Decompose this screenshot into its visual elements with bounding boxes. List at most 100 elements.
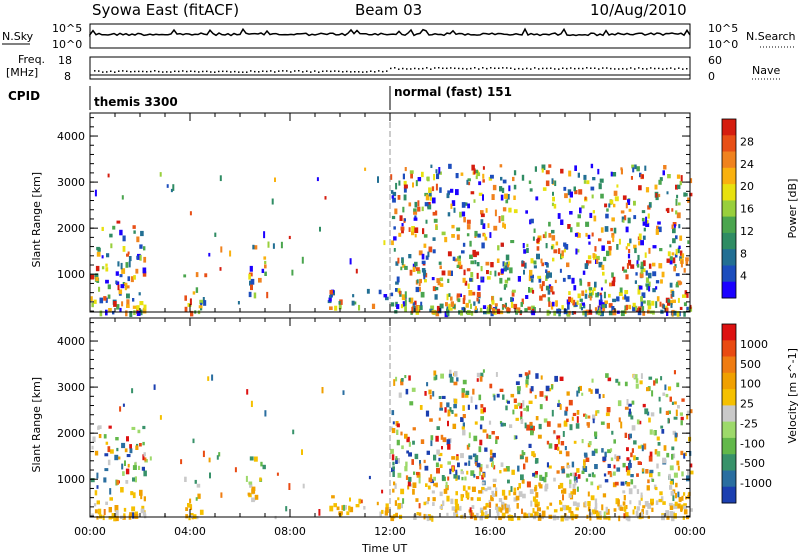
- data-cell: [402, 173, 405, 180]
- data-cell: [132, 225, 136, 229]
- data-cell: [669, 511, 674, 517]
- data-cell: [452, 466, 454, 473]
- data-cell: [500, 194, 504, 201]
- data-cell: [623, 269, 628, 273]
- data-cell: [594, 281, 597, 288]
- data-cell: [402, 301, 406, 307]
- data-cell: [656, 463, 659, 469]
- data-cell: [550, 305, 554, 310]
- data-cell: [633, 244, 637, 249]
- colorbar-tick-label: 1000: [740, 338, 768, 351]
- data-cell: [645, 216, 648, 224]
- data-cell: [400, 266, 403, 271]
- data-cell: [594, 498, 598, 503]
- data-cell: [449, 407, 452, 413]
- data-cell: [426, 176, 429, 181]
- data-cell: [581, 290, 585, 296]
- data-cell: [500, 508, 503, 513]
- data-cell: [603, 256, 607, 262]
- nave-dot: [478, 68, 480, 70]
- data-cell: [635, 378, 639, 383]
- nave-dot: [402, 67, 404, 70]
- data-cell: [612, 471, 616, 476]
- data-cell: [642, 505, 646, 509]
- data-cell: [568, 506, 572, 513]
- data-cell: [454, 258, 458, 262]
- data-cell: [624, 381, 628, 387]
- data-cell: [470, 396, 473, 403]
- data-cell: [594, 307, 597, 311]
- data-cell: [482, 305, 487, 309]
- data-cell: [537, 507, 541, 512]
- nave-dot: [574, 67, 576, 70]
- data-cell: [192, 291, 196, 295]
- data-cell: [104, 468, 109, 472]
- data-cell: [415, 286, 420, 293]
- data-cell: [682, 516, 685, 520]
- data-cell: [515, 435, 518, 439]
- data-cell: [571, 416, 574, 421]
- data-cell: [659, 407, 662, 414]
- data-cell: [469, 240, 472, 247]
- data-cell: [685, 261, 689, 266]
- data-cell: [188, 515, 191, 521]
- data-cell: [625, 296, 630, 302]
- data-cell: [92, 436, 96, 443]
- nave-dot: [198, 71, 200, 73]
- data-cell: [480, 213, 485, 218]
- data-cell: [574, 165, 577, 171]
- data-cell: [629, 238, 632, 244]
- data-cell: [423, 275, 426, 280]
- data-cell: [684, 290, 688, 295]
- data-cell: [456, 475, 460, 480]
- data-cell: [451, 224, 455, 229]
- data-cell: [486, 308, 491, 315]
- data-cell: [526, 247, 529, 253]
- data-cell: [651, 390, 654, 397]
- data-cell: [622, 462, 626, 468]
- data-cell: [140, 508, 145, 514]
- data-cell: [535, 373, 539, 379]
- data-cell: [417, 206, 421, 212]
- data-cell: [200, 302, 203, 308]
- data-cell: [542, 234, 547, 239]
- data-cell: [525, 384, 528, 388]
- nave-dot: [186, 70, 188, 73]
- data-cell: [546, 440, 550, 445]
- data-cell: [467, 203, 470, 209]
- data-cell: [132, 298, 135, 302]
- data-cell: [462, 379, 467, 385]
- data-cell: [504, 302, 507, 309]
- data-cell: [526, 424, 531, 431]
- data-cell: [612, 172, 617, 177]
- data-cell: [483, 311, 487, 315]
- data-cell: [669, 260, 673, 265]
- data-cell: [628, 488, 633, 495]
- data-cell: [631, 425, 636, 431]
- data-cell: [248, 273, 251, 280]
- data-cell: [608, 293, 611, 298]
- data-cell: [139, 489, 143, 496]
- data-cell: [144, 457, 147, 462]
- data-cell: [504, 265, 509, 271]
- data-cell: [539, 404, 543, 410]
- nave-dot: [618, 68, 620, 70]
- data-cell: [672, 238, 676, 244]
- data-cell: [681, 253, 685, 259]
- data-cell: [592, 253, 596, 259]
- data-cell: [420, 439, 425, 444]
- data-cell: [431, 490, 435, 494]
- data-cell: [545, 269, 548, 273]
- colorbar-segment: [722, 324, 736, 341]
- data-cell: [677, 247, 680, 254]
- data-cell: [570, 472, 573, 477]
- data-cell: [587, 415, 591, 419]
- data-cell: [451, 200, 456, 206]
- data-cell: [360, 499, 363, 504]
- colorbar-tick-label: 16: [740, 203, 754, 216]
- data-cell: [566, 391, 570, 396]
- data-cell: [555, 241, 559, 246]
- data-cell: [600, 294, 603, 302]
- data-cell: [425, 501, 429, 505]
- colorbar-tick-label: 500: [740, 358, 761, 371]
